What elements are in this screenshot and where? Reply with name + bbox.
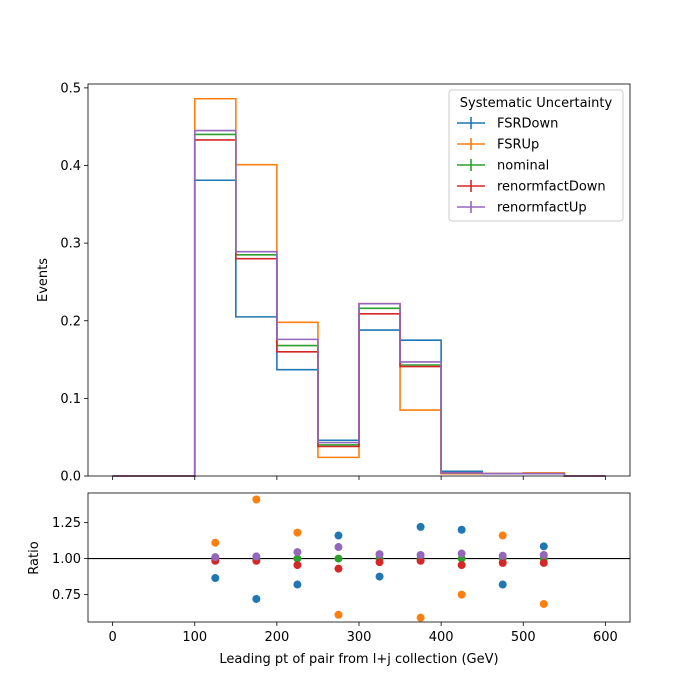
ratio-point-renormfactup	[293, 548, 302, 557]
main-y-tick-label: 0.2	[60, 314, 81, 329]
ratio-point-fsrup	[457, 590, 466, 599]
ratio-y-axis-label: Ratio	[27, 541, 42, 574]
x-tick-label: 400	[429, 630, 454, 645]
ratio-plot-frame	[87, 492, 631, 623]
ratio-y-axis-ticks: 0.75 1.00 1.25	[52, 516, 88, 603]
ratio-point-fsrup	[334, 610, 343, 619]
legend-box	[448, 89, 624, 222]
ratio-point-fsrdown	[211, 574, 220, 583]
ratio-panel: 0.75 1.00 1.25 0 100 200 300 400 500 600 Ratio L…	[27, 492, 631, 667]
ratio-point-fsrup	[416, 613, 425, 622]
legend-label: FSRDown	[497, 117, 558, 132]
x-tick-label: 300	[347, 630, 372, 645]
histogram-renormfactup	[112, 129, 606, 477]
x-tick-label: 100	[182, 630, 207, 645]
x-tick-label: 500	[511, 630, 536, 645]
main-x-axis-ticks	[112, 476, 606, 480]
ratio-y-tick-label: 1.25	[52, 516, 81, 531]
x-tick-label: 600	[593, 630, 618, 645]
legend-item-nominal: nominal	[457, 159, 549, 174]
ratio-point-fsrdown	[539, 542, 548, 551]
ratio-point-fsrup	[211, 538, 220, 547]
x-tick-label: 0	[108, 630, 116, 645]
main-y-axis-label: Events	[36, 258, 51, 302]
ratio-point-fsrdown	[334, 531, 343, 540]
ratio-point-fsrup	[293, 528, 302, 537]
ratio-point-fsrdown	[252, 594, 261, 603]
x-axis-label: Leading pt of pair from l+j collection (…	[219, 652, 498, 667]
legend-title: Systematic Uncertainty	[460, 96, 613, 111]
ratio-point-fsrup	[498, 531, 507, 540]
main-y-tick-label: 0.0	[60, 470, 81, 485]
main-y-axis-ticks: 0.0 0.1 0.2 0.3 0.4 0.5	[60, 81, 88, 485]
ratio-point-renormfactup	[457, 549, 466, 558]
ratio-point-renormfactup	[539, 550, 548, 559]
ratio-point-renormfactdown	[498, 558, 507, 567]
ratio-point-renormfactdown	[375, 558, 384, 567]
ratio-point-renormfactup	[252, 552, 261, 561]
ratio-point-fsrdown	[498, 580, 507, 589]
ratio-point-fsrup	[539, 599, 548, 608]
ratio-points	[211, 495, 548, 622]
ratio-point-fsrdown	[375, 572, 384, 581]
legend-label: renormfactUp	[497, 201, 587, 216]
ratio-point-fsrdown	[416, 522, 425, 531]
ratio-point-fsrup	[252, 495, 261, 504]
legend-item-renormfactdown: renormfactDown	[457, 180, 606, 195]
ratio-point-renormfactdown	[334, 564, 343, 573]
legend-label: FSRUp	[497, 138, 539, 153]
ratio-x-axis-ticks: 0 100 200 300 400 500 600	[108, 622, 618, 645]
main-panel: 0.0 0.1 0.2 0.3 0.4 0.5 Events Systematic Unc…	[36, 81, 631, 485]
legend-item-renormfactup: renormfactUp	[457, 201, 587, 216]
ratio-point-renormfactup	[211, 553, 220, 562]
ratio-point-renormfactdown	[539, 558, 548, 567]
main-y-tick-label: 0.4	[60, 159, 81, 174]
ratio-y-tick-label: 1.00	[52, 552, 81, 567]
main-histograms	[112, 97, 606, 477]
legend-label: nominal	[497, 159, 549, 174]
ratio-point-renormfactup	[334, 543, 343, 552]
legend-items: FSRDown FSRUp nominal renormfactDown renormf…	[457, 117, 606, 216]
main-plot-frame	[87, 83, 631, 477]
legend-label: renormfactDown	[497, 180, 606, 195]
legend-item-fsrdown: FSRDown	[457, 117, 558, 132]
main-y-tick-label: 0.1	[60, 392, 81, 407]
ratio-point-renormfactup	[375, 550, 384, 559]
ratio-point-renormfactup	[416, 550, 425, 559]
ratio-point-renormfactdown	[457, 561, 466, 570]
ratio-point-renormfactdown	[293, 561, 302, 570]
main-y-tick-label: 0.3	[60, 237, 81, 252]
ratio-point-nominal	[334, 554, 343, 563]
ratio-point-fsrdown	[457, 525, 466, 534]
ratio-point-nominal	[293, 554, 302, 563]
legend: Systematic Uncertainty FSRDown FSRUp nomin…	[448, 89, 624, 222]
x-tick-label: 200	[264, 630, 289, 645]
ratio-point-fsrdown	[293, 580, 302, 589]
ratio-y-tick-label: 0.75	[52, 588, 81, 603]
main-y-tick-label: 0.5	[60, 81, 81, 96]
ratio-point-renormfactup	[498, 551, 507, 560]
legend-item-fsrup: FSRUp	[457, 138, 539, 153]
ratio-point-renormfactdown	[416, 556, 425, 565]
